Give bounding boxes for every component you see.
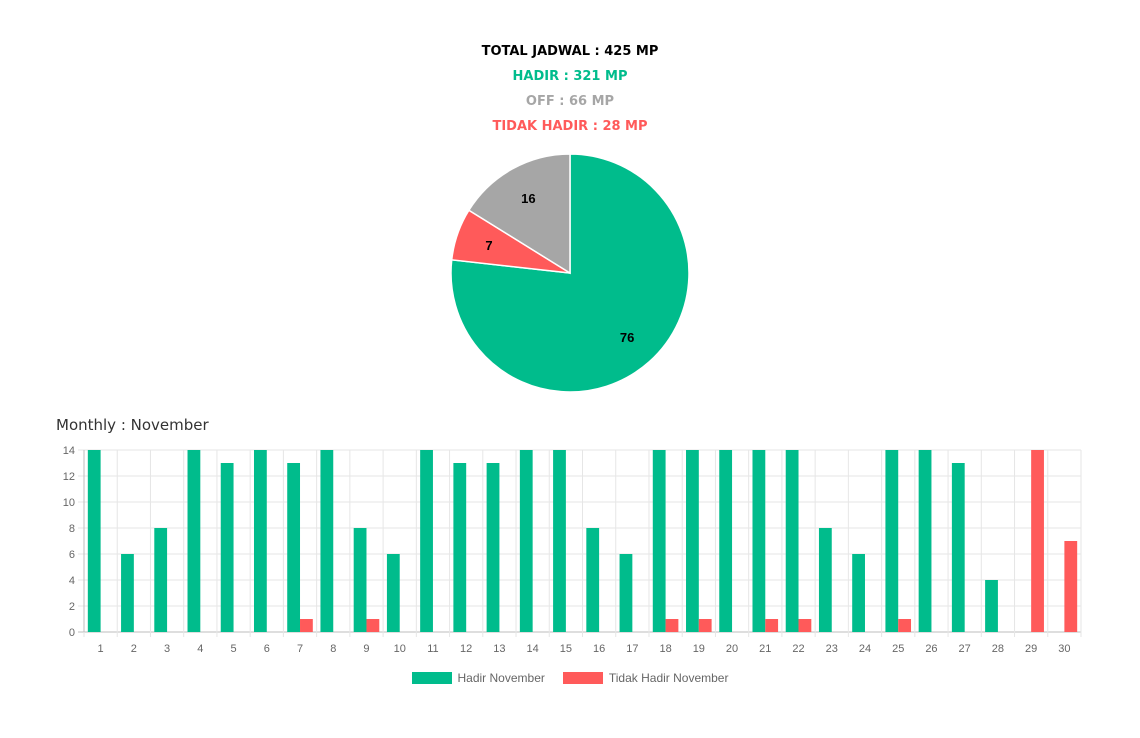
bar-hadir-24[interactable] <box>852 554 865 632</box>
total-jadwal-label: TOTAL JADWAL : 425 MP <box>481 44 659 59</box>
x-tick-label: 30 <box>1058 643 1070 655</box>
x-tick-label: 3 <box>164 643 170 655</box>
y-tick-label: 10 <box>63 497 75 509</box>
bar-hadir-14[interactable] <box>519 450 533 632</box>
bar-tidak-hadir-18[interactable] <box>665 619 679 632</box>
bar-hadir-13[interactable] <box>486 463 500 632</box>
x-tick-label: 20 <box>726 643 738 655</box>
bar-tidak-hadir-21[interactable] <box>765 619 779 632</box>
bar-hadir-18[interactable] <box>652 450 666 632</box>
x-tick-label: 7 <box>297 643 303 655</box>
x-tick-label: 21 <box>759 643 771 655</box>
x-tick-label: 9 <box>363 643 369 655</box>
bar-hadir-6[interactable] <box>253 450 267 632</box>
y-tick-label: 8 <box>69 523 75 535</box>
bar-hadir-28[interactable] <box>985 580 998 632</box>
legend-label-hadir: Hadir November <box>457 671 545 685</box>
bar-hadir-7[interactable] <box>287 463 301 632</box>
x-tick-label: 19 <box>693 643 705 655</box>
x-tick-label: 26 <box>925 643 937 655</box>
bar-tidak-hadir-30[interactable] <box>1064 541 1078 632</box>
y-tick-label: 4 <box>69 575 75 587</box>
bar-hadir-8[interactable] <box>320 450 334 632</box>
bar-tidak-hadir-25[interactable] <box>898 619 912 632</box>
x-tick-label: 11 <box>427 643 438 655</box>
bar-hadir-19[interactable] <box>686 450 699 632</box>
legend-item-tidak-hadir[interactable]: Tidak Hadir November <box>562 671 729 685</box>
pie-chart: 76 7 16 <box>440 144 700 404</box>
bar-hadir-3[interactable] <box>154 528 168 632</box>
monthly-bar-chart: 0 2 4 6 8 10 12 14 1 2 3 4 5 6 7 8 9 10 11 12 13 14 15 16 17 18 19… <box>0 436 1140 661</box>
bar-hadir-16[interactable] <box>586 528 600 632</box>
bar-hadir-11[interactable] <box>420 450 433 632</box>
legend-label-tidak-hadir: Tidak Hadir November <box>608 671 729 685</box>
off-label: OFF : 66 MP <box>525 94 615 109</box>
pie-label-hadir: 76 <box>620 330 634 345</box>
bar-hadir-20[interactable] <box>719 450 733 632</box>
bar-hadir-22[interactable] <box>785 450 799 632</box>
x-tick-label: 25 <box>892 643 904 655</box>
x-tick-label: 14 <box>527 643 539 655</box>
bar-tidak-hadir-19[interactable] <box>698 619 712 632</box>
x-tick-label: 15 <box>560 643 572 655</box>
x-tick-label: 13 <box>493 643 505 655</box>
pie-slice-off[interactable] <box>467 153 571 275</box>
y-tick-label: 2 <box>69 601 75 613</box>
x-tick-label: 8 <box>330 643 336 655</box>
bar-tidak-hadir-29[interactable] <box>1031 450 1044 632</box>
x-tick-label: 5 <box>230 643 236 655</box>
bar-hadir-21[interactable] <box>752 450 766 632</box>
x-tick-label: 2 <box>131 643 137 655</box>
bar-tidak-hadir-7[interactable] <box>300 619 313 632</box>
bar-hadir-27[interactable] <box>951 463 965 632</box>
chart-legend: Hadir November Tidak Hadir November <box>0 668 1140 688</box>
bar-hadir-12[interactable] <box>453 463 467 632</box>
x-tick-label: 6 <box>264 643 270 655</box>
monthly-chart-title: Monthly : November <box>56 416 209 434</box>
x-tick-label: 27 <box>959 643 971 655</box>
bar-hadir-25[interactable] <box>885 450 899 632</box>
x-tick-label: 22 <box>792 643 804 655</box>
x-tick-label: 17 <box>626 643 638 655</box>
y-tick-label: 0 <box>69 627 75 639</box>
bar-hadir-15[interactable] <box>553 450 566 632</box>
bar-hadir-5[interactable] <box>220 463 234 632</box>
bar-hadir-17[interactable] <box>619 554 633 632</box>
pie-label-tidak-hadir: 7 <box>485 238 492 253</box>
hadir-label: HADIR : 321 MP <box>512 69 628 84</box>
x-tick-label: 10 <box>394 643 406 655</box>
x-tick-label: 12 <box>460 643 472 655</box>
bar-hadir-1[interactable] <box>87 450 101 632</box>
bar-hadir-10[interactable] <box>386 554 400 632</box>
y-tick-label: 6 <box>69 549 75 561</box>
bar-hadir-23[interactable] <box>818 528 832 632</box>
legend-swatch-tidak-hadir <box>562 672 603 684</box>
y-tick-label: 14 <box>63 445 75 457</box>
x-tick-label: 29 <box>1025 643 1037 655</box>
bar-tidak-hadir-22[interactable] <box>798 619 812 632</box>
y-tick-label: 12 <box>63 471 75 483</box>
x-tick-label: 16 <box>593 643 605 655</box>
x-tick-label: 23 <box>826 643 838 655</box>
bar-hadir-2[interactable] <box>121 554 134 632</box>
x-tick-label: 1 <box>98 643 104 655</box>
tidak-hadir-label: TIDAK HADIR : 28 MP <box>492 119 648 134</box>
x-tick-label: 4 <box>197 643 203 655</box>
x-tick-label: 28 <box>992 643 1004 655</box>
bar-hadir-9[interactable] <box>353 528 367 632</box>
bar-tidak-hadir-9[interactable] <box>366 619 380 632</box>
legend-item-hadir[interactable]: Hadir November <box>411 671 545 685</box>
legend-swatch-hadir <box>411 672 452 684</box>
x-tick-label: 18 <box>659 643 671 655</box>
bar-hadir-4[interactable] <box>187 450 201 632</box>
x-tick-label: 24 <box>859 643 871 655</box>
pie-label-off: 16 <box>521 191 535 206</box>
bar-hadir-26[interactable] <box>918 450 932 632</box>
